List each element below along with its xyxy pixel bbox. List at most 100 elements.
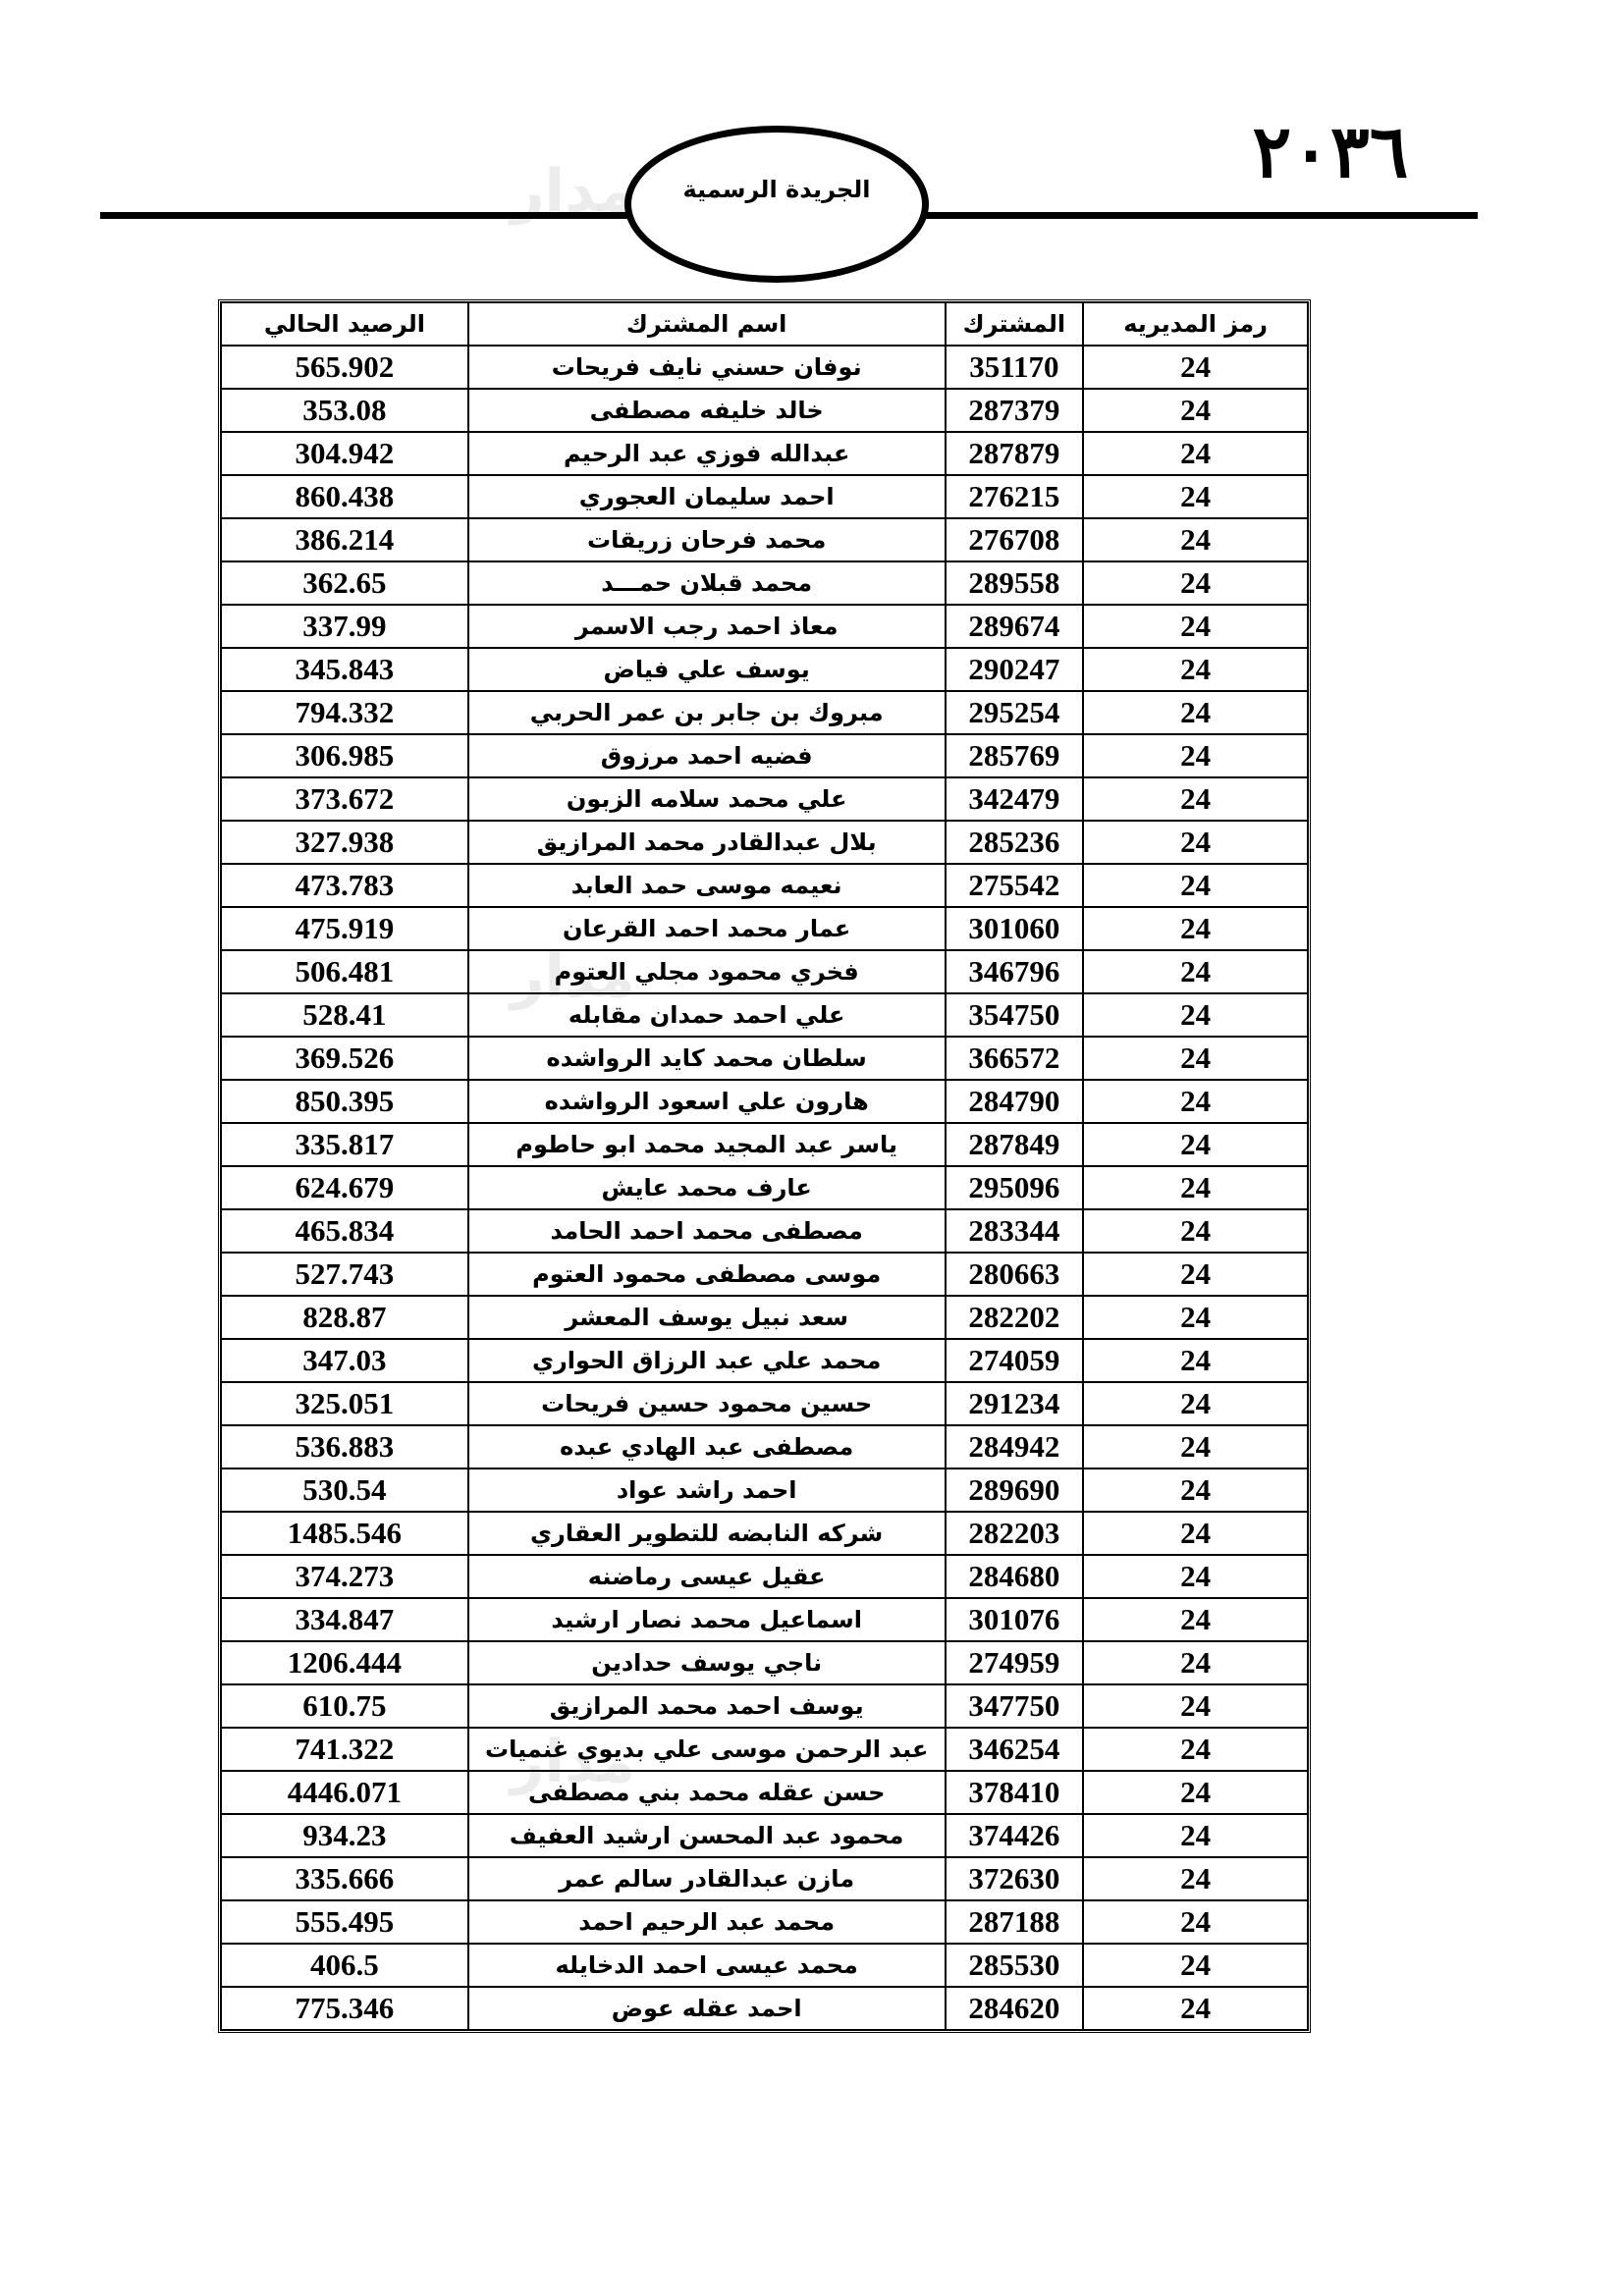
balance-cell: 850.395 — [221, 1080, 468, 1123]
balance-cell: 530.54 — [221, 1468, 468, 1512]
subscriber-name-cell: نوفان حسني نايف فريحات — [467, 346, 946, 389]
subscriber-name-cell: خالد خليفه مصطفى — [467, 389, 946, 432]
balance-cell: 741.322 — [221, 1728, 468, 1771]
table-row: 24 372630 مازن عبدالقادر سالم عمر 335.666 — [221, 1857, 1308, 1900]
subscriber-name-cell: اسماعيل محمد نصار ارشيد — [467, 1598, 946, 1641]
directorate-code-cell: 24 — [1083, 1080, 1308, 1123]
subscriber-name-cell: عبد الرحمن موسى علي بديوي غنميات — [467, 1728, 946, 1771]
table-row: 24 275542 نعيمه موسى حمد العابد 473.783 — [221, 864, 1308, 907]
directorate-code-cell: 24 — [1083, 1641, 1308, 1684]
subscriber-name-cell: محمد علي عبد الرزاق الحواري — [467, 1339, 946, 1382]
table-row: 24 287849 ياسر عبد المجيد محمد ابو حاطوم 33… — [221, 1123, 1308, 1166]
directorate-code-cell: 24 — [1083, 346, 1308, 389]
subscriber-number-cell: 289674 — [945, 605, 1084, 648]
balance-cell: 345.843 — [221, 648, 468, 691]
subscriber-number-cell: 351170 — [945, 346, 1084, 389]
subscriber-name-cell: بلال عبدالقادر محمد المرازيق — [467, 821, 946, 864]
table-row: 24 284790 هارون علي اسعود الرواشده 850.395 — [221, 1080, 1308, 1123]
directorate-code-cell: 24 — [1083, 1296, 1308, 1339]
directorate-code-cell: 24 — [1083, 648, 1308, 691]
table-row: 24 289558 محمد قبلان حمـــد 362.65 — [221, 561, 1308, 605]
table-row: 24 276215 احمد سليمان العجوري 860.438 — [221, 475, 1308, 518]
column-header-subscriber: المشترك — [945, 302, 1084, 346]
balance-cell: 306.985 — [221, 734, 468, 777]
directorate-code-cell: 24 — [1083, 389, 1308, 432]
directorate-code-cell: 24 — [1083, 907, 1308, 950]
subscriber-number-cell: 284942 — [945, 1425, 1084, 1468]
directorate-code-cell: 24 — [1083, 777, 1308, 821]
directorate-code-cell: 24 — [1083, 475, 1308, 518]
table-row: 24 287188 محمد عبد الرحيم احمد 555.495 — [221, 1900, 1308, 1944]
balance-cell: 406.5 — [221, 1944, 468, 1987]
column-header-balance: الرصيد الحالي — [221, 302, 468, 346]
table-row: 24 285769 فضيه احمد مرزوق 306.985 — [221, 734, 1308, 777]
table-row: 24 287879 عبدالله فوزي عبد الرحيم 304.942 — [221, 432, 1308, 475]
balance-cell: 373.672 — [221, 777, 468, 821]
subscriber-number-cell: 295096 — [945, 1166, 1084, 1209]
subscriber-name-cell: محمد قبلان حمـــد — [467, 561, 946, 605]
column-header-directorate: رمز المديريه — [1083, 302, 1308, 346]
balance-cell: 304.942 — [221, 432, 468, 475]
balance-cell: 334.847 — [221, 1598, 468, 1641]
table-row: 24 274959 ناجي يوسف حدادين 1206.444 — [221, 1641, 1308, 1684]
table-row: 24 284680 عقيل عيسى رماضنه 374.273 — [221, 1555, 1308, 1598]
masthead-ellipse: الجريدة الرسمية — [624, 126, 929, 283]
table-row: 24 282202 سعد نبيل يوسف المعشر 828.87 — [221, 1296, 1308, 1339]
subscriber-name-cell: هارون علي اسعود الرواشده — [467, 1080, 946, 1123]
directorate-code-cell: 24 — [1083, 1857, 1308, 1900]
subscriber-number-cell: 282202 — [945, 1296, 1084, 1339]
directorate-code-cell: 24 — [1083, 1425, 1308, 1468]
directorate-code-cell: 24 — [1083, 432, 1308, 475]
table-row: 24 274059 محمد علي عبد الرزاق الحواري 347.0… — [221, 1339, 1308, 1382]
subscriber-name-cell: حسين محمود حسين فريحات — [467, 1382, 946, 1425]
subscriber-number-cell: 285769 — [945, 734, 1084, 777]
subscriber-number-cell: 342479 — [945, 777, 1084, 821]
subscriber-number-cell: 274059 — [945, 1339, 1084, 1382]
subscriber-name-cell: احمد عقله عوض — [467, 1987, 946, 2030]
table-row: 24 354750 علي احمد حمدان مقابله 528.41 — [221, 993, 1308, 1037]
subscriber-number-cell: 374426 — [945, 1814, 1084, 1857]
subscriber-number-cell: 378410 — [945, 1771, 1084, 1814]
table-row: 24 284942 مصطفى عبد الهادي عبده 536.883 — [221, 1425, 1308, 1468]
table-row: 24 301060 عمار محمد احمد القرعان 475.919 — [221, 907, 1308, 950]
subscriber-name-cell: نعيمه موسى حمد العابد — [467, 864, 946, 907]
directorate-code-cell: 24 — [1083, 1339, 1308, 1382]
table-row: 24 282203 شركه النابضه للتطوير العقاري 1485… — [221, 1512, 1308, 1555]
balance-cell: 828.87 — [221, 1296, 468, 1339]
subscriber-number-cell: 301060 — [945, 907, 1084, 950]
balance-cell: 465.834 — [221, 1209, 468, 1253]
subscriber-number-cell: 301076 — [945, 1598, 1084, 1641]
subscriber-number-cell: 354750 — [945, 993, 1084, 1037]
subscribers-table: رمز المديريه المشترك اسم المشترك الرصيد … — [218, 299, 1311, 2033]
subscriber-name-cell: احمد سليمان العجوري — [467, 475, 946, 518]
subscriber-number-cell: 274959 — [945, 1641, 1084, 1684]
subscriber-name-cell: عمار محمد احمد القرعان — [467, 907, 946, 950]
balance-cell: 555.495 — [221, 1900, 468, 1944]
directorate-code-cell: 24 — [1083, 1468, 1308, 1512]
subscriber-number-cell: 346796 — [945, 950, 1084, 993]
subscriber-number-cell: 282203 — [945, 1512, 1084, 1555]
balance-cell: 337.99 — [221, 605, 468, 648]
table-row: 24 346254 عبد الرحمن موسى علي بديوي غنميات… — [221, 1728, 1308, 1771]
balance-cell: 775.346 — [221, 1987, 468, 2030]
subscriber-number-cell: 346254 — [945, 1728, 1084, 1771]
table-row: 24 291234 حسين محمود حسين فريحات 325.051 — [221, 1382, 1308, 1425]
subscriber-number-cell: 284680 — [945, 1555, 1084, 1598]
subscriber-name-cell: يوسف احمد محمد المرازيق — [467, 1684, 946, 1728]
subscriber-name-cell: علي احمد حمدان مقابله — [467, 993, 946, 1037]
subscriber-name-cell: عبدالله فوزي عبد الرحيم — [467, 432, 946, 475]
subscriber-number-cell: 287188 — [945, 1900, 1084, 1944]
subscriber-name-cell: فضيه احمد مرزوق — [467, 734, 946, 777]
table-row: 24 283344 مصطفى محمد احمد الحامد 465.834 — [221, 1209, 1308, 1253]
subscriber-name-cell: عارف محمد عايش — [467, 1166, 946, 1209]
table-row: 24 295254 مبروك بن جابر بن عمر الحربي 794.3… — [221, 691, 1308, 734]
subscriber-name-cell: سعد نبيل يوسف المعشر — [467, 1296, 946, 1339]
subscriber-number-cell: 290247 — [945, 648, 1084, 691]
directorate-code-cell: 24 — [1083, 1598, 1308, 1641]
table-row: 24 351170 نوفان حسني نايف فريحات 565.902 — [221, 346, 1308, 389]
table-row: 24 295096 عارف محمد عايش 624.679 — [221, 1166, 1308, 1209]
balance-cell: 335.817 — [221, 1123, 468, 1166]
publication-title: الجريدة الرسمية — [682, 176, 871, 203]
directorate-code-cell: 24 — [1083, 1900, 1308, 1944]
subscriber-name-cell: فخري محمود مجلي العتوم — [467, 950, 946, 993]
